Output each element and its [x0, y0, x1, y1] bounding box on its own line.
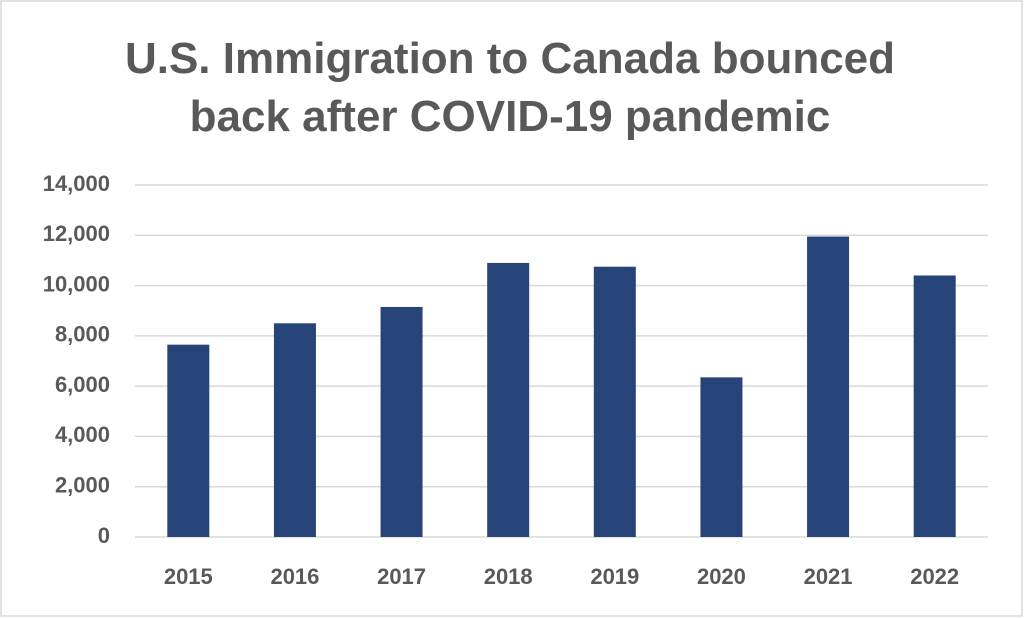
bar — [593, 266, 636, 537]
x-tick-label: 2021 — [804, 564, 853, 589]
y-tick-label: 12,000 — [43, 221, 110, 246]
bar — [167, 344, 210, 537]
y-tick-label: 10,000 — [43, 271, 110, 296]
x-tick-label: 2017 — [377, 564, 426, 589]
x-tick-label: 2016 — [270, 564, 319, 589]
y-tick-label: 2,000 — [55, 473, 110, 498]
chart-title: U.S. Immigration to Canada bounced back … — [124, 34, 896, 141]
y-tick-label: 8,000 — [55, 322, 110, 347]
x-tick-label: 2015 — [164, 564, 213, 589]
y-tick-label: 0 — [98, 523, 110, 548]
bar — [380, 306, 423, 537]
x-tick-label: 2020 — [697, 564, 746, 589]
x-tick-label: 2018 — [484, 564, 533, 589]
x-tick-label: 2019 — [590, 564, 639, 589]
y-tick-label: 6,000 — [55, 372, 110, 397]
bar — [807, 236, 850, 538]
bar — [487, 262, 530, 537]
bar — [913, 275, 956, 537]
x-tick-label: 2022 — [910, 564, 959, 589]
bar — [273, 323, 316, 537]
bar — [700, 377, 743, 537]
y-tick-label: 14,000 — [43, 171, 110, 196]
y-tick-label: 4,000 — [55, 422, 110, 447]
